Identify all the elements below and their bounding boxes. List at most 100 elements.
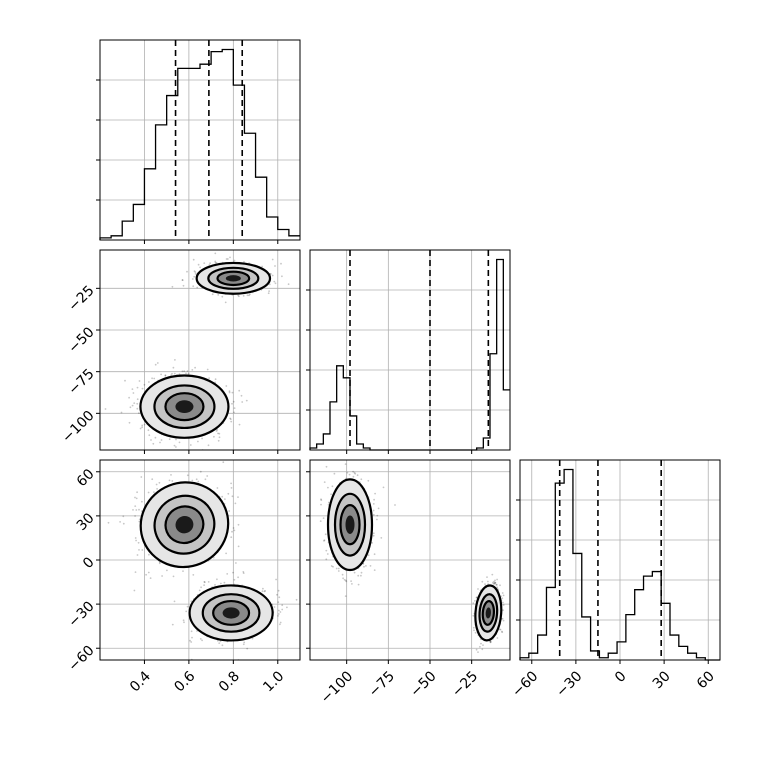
- density-panel-0-1-pt: [168, 438, 171, 441]
- xtick-label-col2-0: −60: [509, 668, 541, 700]
- density-panel-1-2-content: [319, 460, 505, 653]
- density-panel-0-1-pt: [273, 280, 276, 283]
- density-panel-1-2-pt: [380, 537, 383, 539]
- density-panel-1-2-pt: [371, 542, 373, 544]
- density-panel-0-1-pt: [136, 402, 139, 405]
- density-panel-1-2-pt: [322, 517, 325, 519]
- density-panel-0-1-pt: [225, 258, 228, 260]
- hist-panel-2-bin-13: [635, 590, 644, 660]
- density-panel-1-2-pt: [354, 472, 357, 475]
- density-panel-1-2-pt: [502, 601, 504, 604]
- density-panel-0-1-pt: [206, 368, 209, 371]
- xtick-label-col2-3: 30: [650, 668, 674, 692]
- density-panel-0-2-pt: [203, 581, 206, 583]
- density-panel-0-1-pt: [267, 292, 270, 295]
- density-panel-0-2-pt: [233, 529, 236, 532]
- density-panel-0-2-pt: [190, 630, 193, 633]
- density-panel-0-1-pt: [141, 387, 144, 390]
- density-panel-0-2-contour-1-3: [222, 607, 240, 619]
- density-panel-1-2-pt: [327, 486, 329, 489]
- density-panel-0-2-pt: [134, 505, 137, 507]
- density-panel-0-1-pt: [187, 372, 190, 375]
- density-panel-0-2-pt: [281, 604, 284, 607]
- density-panel-1-2-pt: [319, 520, 322, 522]
- density-panel-0-2-pt: [199, 638, 202, 640]
- hist-panel-1-bin-5: [343, 378, 350, 450]
- density-panel-0-1-pt: [132, 392, 135, 394]
- density-panel-1-2-pt: [331, 485, 334, 488]
- density-panel-0-1-pt: [164, 374, 167, 377]
- density-panel-0-2-pt: [295, 598, 298, 601]
- density-panel-0-2-pt: [207, 581, 210, 583]
- density-panel-1-2-pt: [372, 513, 375, 516]
- density-panel-0-2-pt: [183, 621, 185, 624]
- density-panel-0-1-pt: [154, 436, 157, 439]
- density-panel-0-1-pt: [268, 283, 271, 286]
- density-panel-0-1-pt: [193, 270, 196, 272]
- density-panel-1-2-pt: [348, 473, 351, 476]
- density-panel-0-1-pt: [139, 427, 142, 430]
- hist-panel-2-bin-17: [670, 635, 679, 660]
- density-panel-0-1-pt: [215, 430, 218, 432]
- density-panel-1-2-pt: [373, 553, 376, 556]
- density-panel-1-2-pt: [480, 642, 482, 645]
- density-panel-0-2-pt: [261, 590, 264, 593]
- density-panel-1-2-pt: [323, 539, 326, 542]
- density-panel-0-1-pt: [238, 295, 240, 298]
- density-panel-1-2-pt: [477, 588, 479, 590]
- hist-panel-2-step: [519, 468, 720, 661]
- density-panel-0-2-pt: [224, 498, 226, 500]
- density-panel-1-2-contour-0-3: [345, 515, 355, 534]
- density-panel-1-2-pt: [376, 518, 378, 521]
- density-panel-1-2-pt: [494, 581, 497, 584]
- density-panel-0-2-pt: [141, 500, 143, 503]
- hist-panel-2-bin-6: [573, 553, 582, 660]
- density-panel-1-2-pt: [477, 651, 479, 653]
- density-panel-0-2-pt: [246, 647, 249, 650]
- density-panel-1-2-pt: [351, 583, 353, 585]
- density-panel-0-1-pt: [136, 386, 139, 389]
- density-panel-0-2-pt: [192, 574, 195, 576]
- density-panel-1-2-pt: [357, 583, 360, 586]
- density-panel-0-1-pt: [249, 293, 251, 296]
- hist-panel-0-border: [99, 39, 301, 241]
- density-panel-1-2-pt: [482, 644, 484, 646]
- density-panel-0-2-pt: [273, 606, 276, 608]
- density-panel-1-2-pt: [474, 631, 477, 634]
- density-panel-1-2-pt: [475, 596, 478, 599]
- xtick-label-col0-0: 0.4: [127, 668, 154, 695]
- xtick-label-col1-3: −25: [449, 668, 481, 700]
- density-panel-0-2-pt: [218, 642, 221, 644]
- density-panel-0-1-pt: [268, 290, 270, 292]
- hist-panel-2-bin-16: [661, 603, 670, 660]
- density-panel-0-2-pt: [275, 578, 277, 581]
- ytick-label-row2-3: 30: [74, 510, 98, 534]
- density-panel-0-1-pt: [238, 389, 241, 392]
- ytick-label-row2-1: −30: [65, 598, 97, 630]
- density-panel-1-2: [306, 459, 511, 664]
- density-panel-0-2-pt: [277, 615, 279, 617]
- density-panel-0-2-pt: [225, 552, 228, 555]
- density-panel-0-1-pt: [141, 424, 144, 427]
- density-panel-1-2-pt: [363, 565, 365, 568]
- density-panel-0-1-pt: [214, 261, 217, 264]
- hist-panel-2-bin-14: [644, 576, 653, 660]
- density-panel-1-2-pt: [377, 507, 380, 510]
- density-panel-0-2-pt: [222, 461, 225, 464]
- density-panel-0-2-pt: [173, 600, 176, 603]
- ytick-label-row2-2: 0: [80, 554, 98, 572]
- density-panel-0-2: [96, 459, 301, 664]
- xtick-label-col2-2: 0: [612, 668, 630, 686]
- density-panel-1-2-pt: [360, 571, 363, 574]
- density-panel-0-1-pt: [138, 380, 141, 382]
- density-panel-0-2-pt: [138, 508, 140, 511]
- density-panel-0-2-pt: [149, 577, 152, 579]
- density-panel-0-1-pt: [211, 293, 214, 296]
- density-panel-1-2-pt: [323, 481, 326, 483]
- density-panel-0-2-pt: [231, 530, 233, 533]
- density-panel-0-2-pt: [242, 643, 245, 646]
- density-panel-0-1-pt: [164, 374, 167, 377]
- density-panel-1-2-pt: [353, 571, 356, 574]
- density-panel-1-2-pt: [489, 641, 492, 644]
- density-panel-0-1-pt: [233, 407, 236, 409]
